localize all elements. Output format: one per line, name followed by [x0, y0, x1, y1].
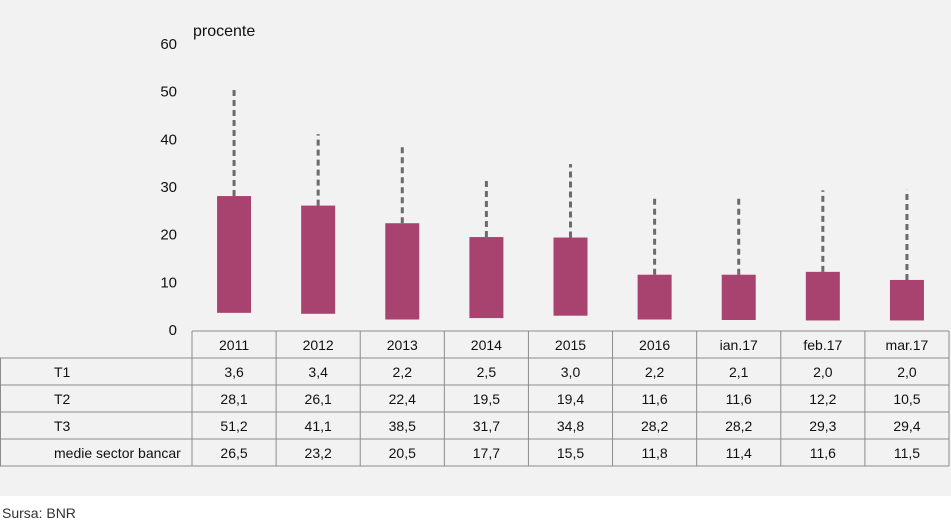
- x-category-label: feb.17: [803, 337, 842, 353]
- table-cell-value: 28,2: [641, 418, 668, 434]
- table-cell-value: 22,4: [389, 391, 416, 407]
- table-cell-value: 2,1: [729, 364, 749, 380]
- y-tick-label: 10: [160, 274, 177, 291]
- chart-svg: 0 10 20 30 40 50 60 procente 2011 2012 2013 2014 201…: [0, 23, 950, 467]
- box-bar: [469, 237, 504, 319]
- table-row-label: medie sector bancar: [54, 445, 181, 461]
- table-cell-value: 26,5: [220, 445, 247, 461]
- table-cell-value: 11,6: [726, 391, 752, 407]
- box-bar: [217, 196, 252, 313]
- table-cell-value: 3,0: [561, 364, 581, 380]
- table-cell-value: 2,5: [477, 364, 497, 380]
- table-row-label: T3: [54, 418, 71, 434]
- table-cell-value: 23,2: [305, 445, 332, 461]
- table-cell-value: 26,1: [305, 391, 332, 407]
- box-bar: [805, 271, 840, 321]
- table-cell-value: 15,5: [557, 445, 584, 461]
- box-bar: [385, 223, 420, 320]
- table-cell-value: 31,7: [473, 418, 500, 434]
- table-cell-value: 11,6: [642, 391, 668, 407]
- y-tick-label: 50: [160, 84, 177, 101]
- table-cell-value: 34,8: [557, 418, 584, 434]
- box-bar: [721, 274, 756, 320]
- y-tick-label: 30: [160, 179, 177, 196]
- table-cell-value: 12,2: [809, 391, 836, 407]
- table-cell-value: 20,5: [389, 445, 416, 461]
- table-cell-value: 2,0: [897, 364, 917, 380]
- table-cell-value: 11,5: [894, 445, 920, 461]
- table-cell-value: 2,2: [393, 364, 413, 380]
- x-category-label: 2015: [555, 337, 586, 353]
- table-cell-value: 11,4: [726, 445, 752, 461]
- table-cell-value: 28,2: [725, 418, 752, 434]
- table-row-label: T2: [54, 391, 71, 407]
- table-cell-value: 41,1: [305, 418, 332, 434]
- box-bar: [889, 279, 924, 321]
- source-note: Sursa: BNR: [2, 505, 76, 521]
- table-cell-value: 17,7: [473, 445, 500, 461]
- table-cell-value: 3,4: [308, 364, 328, 380]
- x-category-label: 2012: [303, 337, 334, 353]
- table-cell-value: 11,6: [810, 445, 836, 461]
- table-cell-value: 19,5: [473, 391, 500, 407]
- table-cell-value: 38,5: [389, 418, 416, 434]
- y-axis-label: procente: [193, 23, 255, 40]
- table-cell-value: 29,4: [893, 418, 920, 434]
- table-cell-value: 10,5: [893, 391, 920, 407]
- table-cell-value: 28,1: [220, 391, 247, 407]
- table-cell-value: 29,3: [809, 418, 836, 434]
- table-cell-value: 11,8: [642, 445, 668, 461]
- x-category-label: 2014: [471, 337, 502, 353]
- box-bar: [301, 205, 336, 314]
- table-row-label: T1: [54, 364, 71, 380]
- x-category-label: 2011: [219, 337, 249, 353]
- x-category-label: ian.17: [720, 337, 758, 353]
- x-category-label: 2013: [387, 337, 418, 353]
- y-tick-label: 40: [160, 131, 177, 148]
- y-tick-label: 60: [160, 36, 177, 53]
- y-tick-label: 0: [169, 322, 177, 339]
- table-cell-value: 51,2: [220, 418, 247, 434]
- table-cell-value: 19,4: [557, 391, 584, 407]
- table-cell-value: 3,6: [224, 364, 244, 380]
- x-category-label: mar.17: [886, 337, 929, 353]
- box-bar: [637, 274, 672, 320]
- table-cell-value: 2,0: [813, 364, 833, 380]
- x-category-label: 2016: [639, 337, 670, 353]
- y-tick-label: 20: [160, 227, 177, 244]
- box-bar: [553, 237, 588, 316]
- table-cell-value: 2,2: [645, 364, 665, 380]
